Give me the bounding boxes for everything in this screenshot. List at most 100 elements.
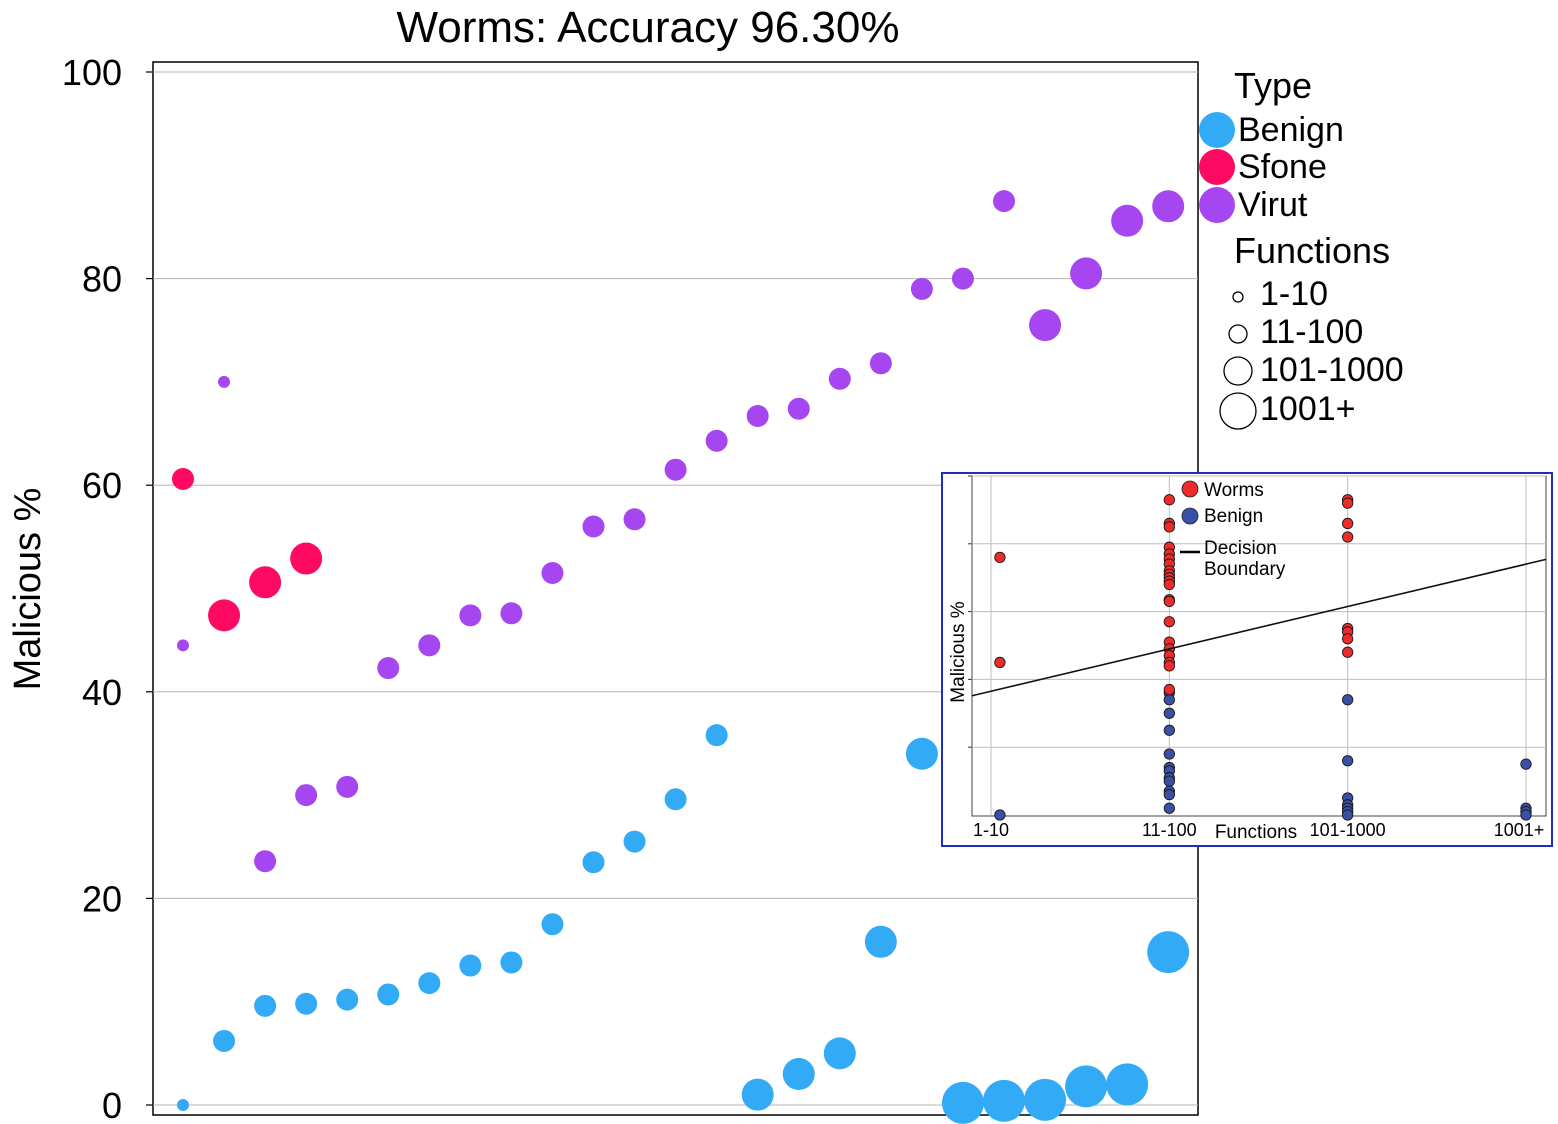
inset-legend-marker-worms xyxy=(1181,480,1199,498)
point-virut-6 xyxy=(377,657,400,680)
inset-chart: 1-10 11-100 101-1000 1001+ Functions Malici… xyxy=(941,472,1553,847)
inset-point-worms-3 xyxy=(1163,494,1175,506)
inset-point-benign-6 xyxy=(1163,748,1175,760)
point-virut-22 xyxy=(1029,309,1062,342)
legend-marker-virut xyxy=(1199,187,1235,223)
inset-point-worms-23 xyxy=(1163,683,1175,696)
point-virut-10 xyxy=(541,562,564,585)
inset-legend-label-boundary: Decision Boundary xyxy=(1204,538,1286,580)
point-benign-16 xyxy=(782,1058,815,1091)
legend-type-title: Type xyxy=(1234,65,1312,106)
legend-label-benign: Benign xyxy=(1238,111,1344,149)
legend-size-title: Functions xyxy=(1234,230,1390,271)
point-benign-19 xyxy=(905,737,938,770)
point-virut-5 xyxy=(336,775,359,798)
inset-point-benign-10 xyxy=(1163,775,1175,787)
inset-point-worms-25 xyxy=(1342,497,1354,509)
point-benign-18 xyxy=(864,925,897,958)
point-benign-2 xyxy=(213,1029,236,1052)
inset-point-benign-12 xyxy=(1163,789,1175,801)
point-benign-21 xyxy=(983,1079,1025,1122)
inset-x-axis-label: Functions xyxy=(1215,822,1297,843)
legend-size-marker-11-100 xyxy=(1228,324,1248,344)
point-benign-7 xyxy=(418,972,441,995)
point-benign-22 xyxy=(1024,1078,1067,1121)
inset-point-benign-21 xyxy=(1520,758,1532,770)
point-benign-15 xyxy=(741,1078,774,1111)
point-virut-21 xyxy=(993,190,1015,213)
y-axis-label: Malicious % xyxy=(7,488,49,691)
point-sfone-4 xyxy=(290,542,323,575)
point-benign-20 xyxy=(941,1081,984,1124)
inset-legend-label-worms: Worms xyxy=(1204,480,1264,501)
point-sfone-3 xyxy=(249,566,282,599)
y-tick-label-80: 80 xyxy=(82,259,122,300)
inset-x-axis-ticks: 1-10 11-100 101-1000 1001+ xyxy=(973,820,1544,840)
legend-marker-benign xyxy=(1199,112,1235,148)
legend-size-label-1001: 1001+ xyxy=(1260,390,1356,428)
point-virut-8 xyxy=(459,604,482,627)
inset-point-worms-17 xyxy=(1163,616,1175,628)
inset-x-tick-label-2: 101-1000 xyxy=(1310,820,1386,840)
inset-point-worms-22 xyxy=(1163,660,1175,672)
inset-point-worms-14 xyxy=(1163,578,1175,591)
legend-size-label-101-1000: 101-1000 xyxy=(1260,351,1404,389)
inset-grid-lines xyxy=(968,475,1546,815)
point-sfone-2 xyxy=(208,599,241,632)
point-virut-13 xyxy=(664,458,687,481)
point-virut-15 xyxy=(746,404,769,427)
y-tick-label-60: 60 xyxy=(82,465,122,506)
point-virut-17 xyxy=(828,367,851,390)
y-tick-label-0: 0 xyxy=(102,1085,122,1124)
inset-legend-label-boundary-line1: Decision xyxy=(1204,538,1277,559)
point-benign-17 xyxy=(823,1037,856,1070)
point-sfone-1 xyxy=(172,468,194,491)
point-virut-23 xyxy=(1070,257,1103,290)
point-benign-11 xyxy=(582,851,605,874)
inset-legend-label-boundary-line2: Boundary xyxy=(1204,559,1286,580)
inset-point-worms-16 xyxy=(1163,595,1175,608)
point-virut-19 xyxy=(910,277,933,300)
point-virut-7 xyxy=(418,634,441,657)
point-virut-18 xyxy=(869,352,892,375)
point-virut-24 xyxy=(1111,204,1144,237)
point-virut-4 xyxy=(295,784,318,807)
chart-title: Worms: Accuracy 96.30% xyxy=(397,3,900,52)
inset-point-benign-4 xyxy=(1163,707,1175,719)
legend-marker-sfone xyxy=(1199,149,1235,185)
inset-point-worms-27 xyxy=(1342,531,1354,543)
legend-size-marker-1-10 xyxy=(1232,291,1244,303)
inset-legend-label-benign: Benign xyxy=(1204,506,1263,527)
inset-point-worms-2 xyxy=(994,656,1006,669)
legend-size-marker-101-1000 xyxy=(1223,356,1253,386)
point-benign-3 xyxy=(254,994,277,1017)
y-axis-ticks: 0 20 40 60 80 100 xyxy=(62,52,153,1124)
legend: Type Benign Sfone Virut Functions 1-10 1… xyxy=(1199,65,1404,430)
y-tick-label-40: 40 xyxy=(82,672,122,713)
legend-size-label-11-100: 11-100 xyxy=(1260,313,1363,351)
point-benign-25 xyxy=(1147,931,1190,974)
inset-point-benign-13 xyxy=(1163,802,1175,814)
point-benign-5 xyxy=(336,988,359,1011)
inset-point-benign-3 xyxy=(1163,694,1175,706)
legend-label-virut: Virut xyxy=(1238,186,1308,224)
legend-size-marker-1001 xyxy=(1219,392,1257,430)
inset-data-points xyxy=(994,494,1532,821)
point-benign-12 xyxy=(623,830,646,853)
point-benign-24 xyxy=(1106,1063,1149,1106)
inset-point-benign-24 xyxy=(1520,809,1532,821)
inset-y-axis-label: Malicious % xyxy=(948,601,969,702)
point-benign-6 xyxy=(377,983,400,1006)
inset-point-benign-5 xyxy=(1163,724,1175,736)
point-virut-2 xyxy=(218,375,231,388)
point-benign-14 xyxy=(705,724,728,747)
point-benign-1 xyxy=(177,1099,189,1111)
inset-plot-area xyxy=(971,475,1547,817)
y-tick-label-100: 100 xyxy=(62,52,122,93)
inset-point-benign-15 xyxy=(1342,755,1354,767)
inset-point-worms-31 xyxy=(1342,646,1354,658)
point-virut-12 xyxy=(623,508,646,531)
point-virut-14 xyxy=(705,429,728,452)
inset-point-benign-14 xyxy=(1342,694,1354,706)
